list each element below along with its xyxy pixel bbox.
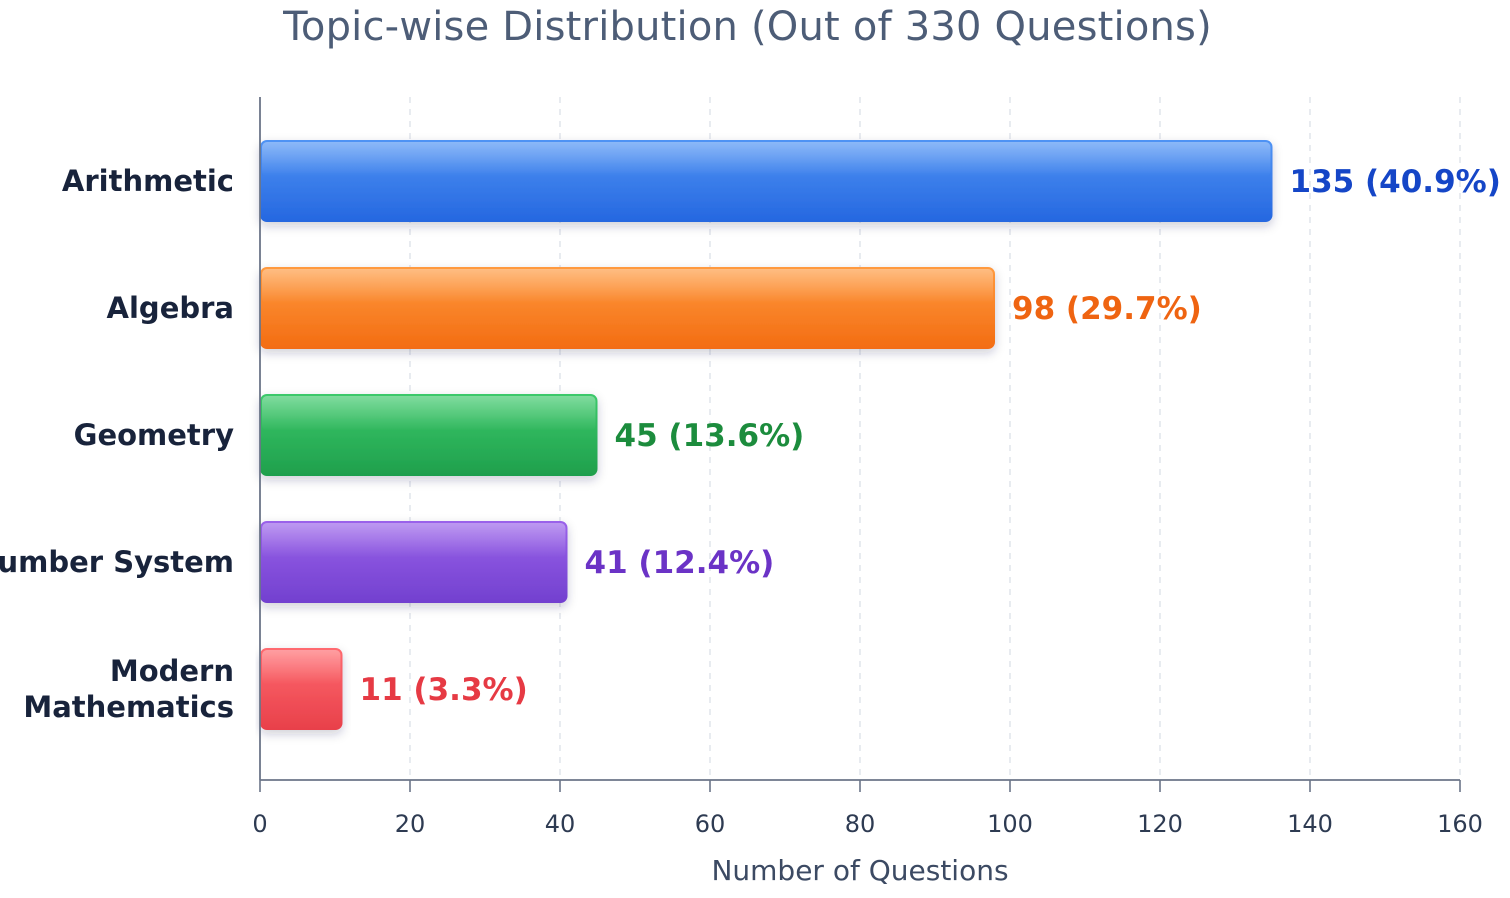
axes [259,97,1461,792]
category-label-2: Geometry [74,418,234,452]
x-tick-label-20: 20 [395,810,426,838]
category-label-1: Algebra [107,291,234,325]
chart-title: Topic-wise Distribution (Out of 330 Ques… [283,4,1212,50]
value-label-0: 135 (40.9%) [1290,164,1501,200]
bar-highlight-4 [262,650,341,685]
x-tick-label-140: 140 [1287,810,1333,838]
value-label-4: 11 (3.3%) [360,672,528,708]
bar-highlight-2 [262,396,596,431]
x-tick-label-80: 80 [845,810,876,838]
x-axis-label: Number of Questions [711,854,1008,887]
x-tick-label-40: 40 [545,810,576,838]
value-label-1: 98 (29.7%) [1012,291,1202,327]
category-label-3: Number System [0,545,234,579]
category-label-0: Arithmetic [62,164,234,198]
labels: 135 (40.9%) Arithmetic 98 (29.7%) Algebra 45… [0,164,1501,887]
x-tick-label-160: 160 [1437,810,1483,838]
value-label-3: 41 (12.4%) [585,545,775,581]
category-label-4-line-0: Modern [110,654,234,688]
x-tick-label-0: 0 [252,810,267,838]
bar-highlight-1 [262,269,993,304]
bars [260,140,1273,730]
value-label-2: 45 (13.6%) [615,418,805,454]
x-tick-label-100: 100 [987,810,1033,838]
bar-highlight-3 [262,523,566,558]
x-tick-label-60: 60 [695,810,726,838]
category-label-4-line-1: Mathematics [23,690,234,724]
x-tick-label-120: 120 [1137,810,1183,838]
bar-highlight-0 [262,142,1271,177]
